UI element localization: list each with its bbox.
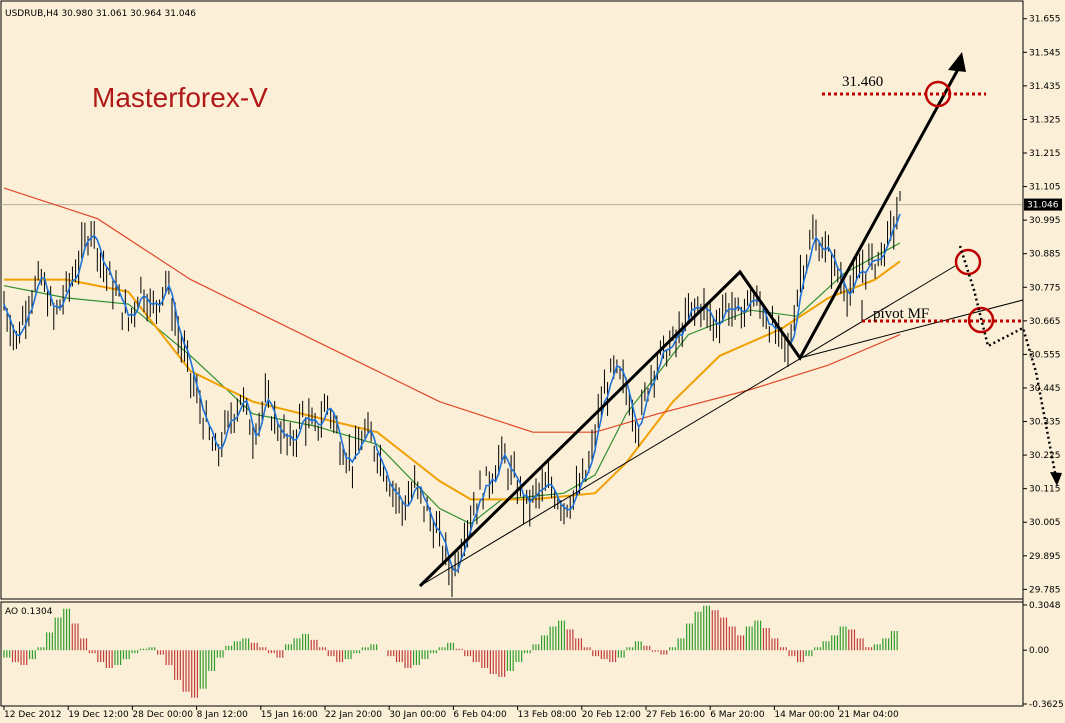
- y-tick-label: 30.115: [1029, 485, 1061, 495]
- moving-average-line-red: [3, 187, 901, 433]
- analysis-annotations: [418, 52, 1062, 588]
- symbol-header: USDRUB,H4 30.980 31.061 30.964 31.046: [5, 9, 196, 19]
- x-tick-label: 30 Jan 00:00: [389, 710, 446, 720]
- ao-tick-label: 0.00: [1029, 646, 1049, 656]
- y-tick-label: 31.655: [1029, 15, 1061, 25]
- y-tick-label: 30.665: [1029, 317, 1061, 327]
- ao-oscillator-panel: [3, 605, 898, 698]
- current-price-box: [1024, 198, 1062, 211]
- ao-tick-label: -0.3625: [1029, 700, 1064, 710]
- x-tick-label: 19 Dec 12:00: [68, 710, 129, 720]
- x-tick-label: 20 Feb 12:00: [582, 710, 641, 720]
- y-tick-label: 30.225: [1029, 451, 1061, 461]
- y-tick-label: 29.785: [1029, 585, 1061, 595]
- y-tick-label: 30.555: [1029, 350, 1061, 360]
- x-tick-label: 14 Mar 00:00: [774, 710, 834, 720]
- target-level-label: 31.460: [842, 74, 883, 90]
- ao-tick-label: 0.3048: [1029, 601, 1061, 611]
- x-tick-label: 22 Jan 20:00: [325, 710, 382, 720]
- forecast-arrowhead: [1050, 472, 1062, 486]
- y-tick-label: 31.105: [1029, 183, 1061, 193]
- x-tick-label: 6 Mar 20:00: [710, 710, 765, 720]
- pivot-level-label: pivot MF: [873, 306, 929, 322]
- x-tick-label: 12 Dec 2012: [4, 710, 62, 720]
- y-tick-label: 31.545: [1029, 48, 1061, 58]
- y-tick-label: 29.895: [1029, 552, 1061, 562]
- x-tick-label: 8 Jan 12:00: [197, 710, 249, 720]
- x-tick-label: 6 Feb 04:00: [453, 710, 507, 720]
- x-tick-label: 28 Dec 00:00: [132, 710, 193, 720]
- y-tick-label: 30.445: [1029, 384, 1061, 394]
- y-tick-label: 30.005: [1029, 518, 1061, 528]
- y-tick-label: 30.885: [1029, 250, 1061, 260]
- x-tick-label: 21 Mar 04:00: [839, 710, 899, 720]
- pivot-circle: [967, 306, 995, 334]
- ao-header: AO 0.1304: [5, 607, 53, 617]
- x-tick-label: 13 Feb 08:00: [518, 710, 577, 720]
- x-tick-label: 15 Jan 16:00: [261, 710, 318, 720]
- wave-arrowhead: [948, 52, 966, 72]
- y-tick-label: 31.325: [1029, 115, 1061, 125]
- x-tick-label: 27 Feb 16:00: [646, 710, 705, 720]
- y-tick-label: 30.335: [1029, 418, 1061, 428]
- axes: 31.655 31.545 31.435 31.325 31.215 31.105 30.9…: [3, 1, 1064, 720]
- watermark-brand: Masterforex-V: [92, 82, 268, 113]
- y-tick-label: 30.995: [1029, 216, 1061, 226]
- wave-pattern-line: [418, 61, 964, 588]
- trendline: [419, 265, 956, 587]
- moving-average-line-green: [3, 242, 901, 525]
- y-tick-label: 31.435: [1029, 82, 1061, 92]
- current-price-label: 31.046: [1027, 201, 1059, 211]
- y-tick-label: 31.215: [1029, 149, 1061, 159]
- resistance-circle: [954, 248, 982, 276]
- moving-average-line-orange: [4, 260, 901, 501]
- target-circle: [924, 80, 952, 108]
- y-tick-label: 30.775: [1029, 283, 1061, 293]
